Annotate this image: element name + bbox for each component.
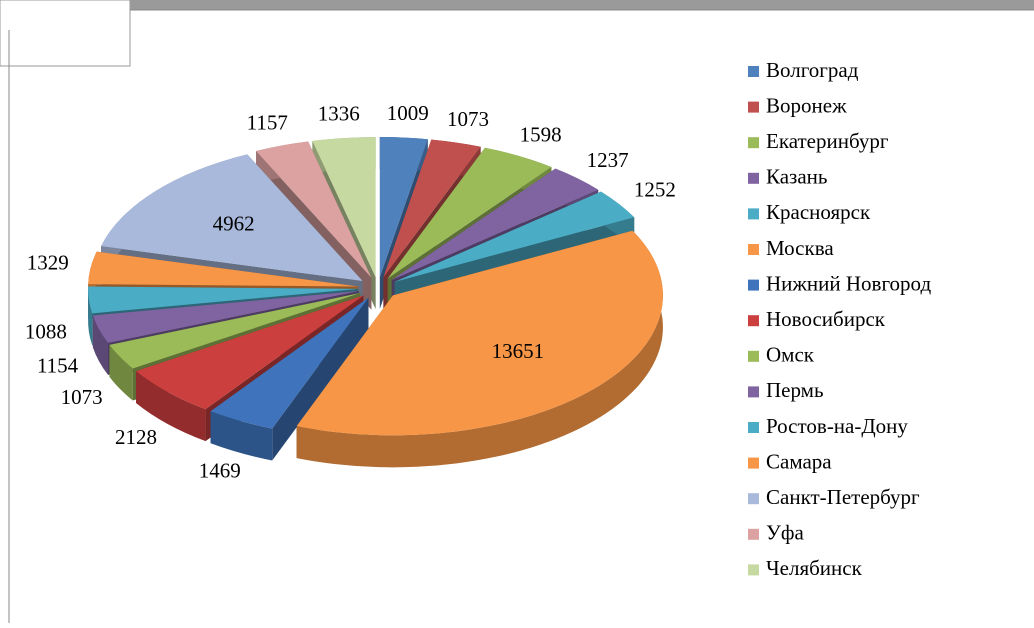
legend-label: Ростов-на-Дону xyxy=(766,414,908,438)
legend-swatch xyxy=(748,244,759,255)
data-label: 1252 xyxy=(634,177,676,201)
background-strip xyxy=(130,0,1034,10)
data-label: 1329 xyxy=(27,251,69,275)
legend-label: Нижний Новгород xyxy=(766,271,931,295)
data-label: 4962 xyxy=(213,211,255,235)
legend-swatch xyxy=(748,280,759,291)
data-label: 1073 xyxy=(61,385,103,409)
legend-swatch xyxy=(748,208,759,219)
legend-label: Самара xyxy=(766,449,832,473)
data-label: 1009 xyxy=(387,101,429,125)
legend-swatch xyxy=(748,529,759,540)
legend-swatch xyxy=(748,102,759,113)
data-label: 1157 xyxy=(247,110,288,134)
legend-swatch xyxy=(748,315,759,326)
legend-swatch xyxy=(748,458,759,469)
legend-label: Казань xyxy=(766,165,827,189)
page: 1009 1073 1598 12371252 13651 1469 2128 1073 115… xyxy=(0,0,1034,623)
legend-swatch xyxy=(748,564,759,575)
legend-label: Омск xyxy=(766,343,815,367)
legend-label: Воронеж xyxy=(766,93,847,117)
data-label: 2128 xyxy=(115,425,157,449)
legend-label: Красноярск xyxy=(766,200,871,224)
legend-label: Екатеринбург xyxy=(766,129,889,153)
data-label: 1154 xyxy=(37,353,79,377)
data-label: 1073 xyxy=(447,107,489,131)
legend-swatch xyxy=(748,351,759,362)
data-label: 1237 xyxy=(587,148,629,172)
legend-swatch xyxy=(748,66,759,77)
legend-swatch xyxy=(748,386,759,397)
legend-label: Челябинск xyxy=(766,556,863,580)
legend-label: Санкт-Петербург xyxy=(766,485,920,509)
data-label: 13651 xyxy=(492,339,545,363)
legend-swatch xyxy=(748,493,759,504)
data-label: 1598 xyxy=(520,122,562,146)
data-label: 1088 xyxy=(25,320,67,344)
legend-label: Новосибирск xyxy=(766,307,886,331)
legend-swatch xyxy=(748,137,759,148)
side-box xyxy=(0,0,130,66)
legend-swatch xyxy=(748,173,759,184)
chart: 1009 1073 1598 12371252 13651 1469 2128 1073 115… xyxy=(0,0,1034,623)
data-label: 1336 xyxy=(318,102,360,126)
legend-label: Уфа xyxy=(766,521,804,545)
legend-label: Пермь xyxy=(766,378,824,402)
data-label: 1469 xyxy=(199,458,241,482)
legend-label: Москва xyxy=(766,236,834,260)
legend-label: Волгоград xyxy=(766,58,859,82)
legend-swatch xyxy=(748,422,759,433)
